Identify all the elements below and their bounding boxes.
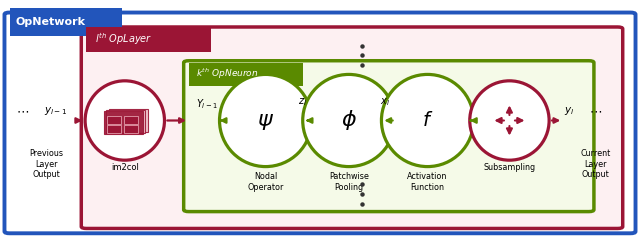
Text: $z_l$: $z_l$ bbox=[298, 97, 307, 108]
Text: Activation
Function: Activation Function bbox=[407, 172, 448, 192]
Text: Nodal
Operator: Nodal Operator bbox=[248, 172, 284, 192]
FancyBboxPatch shape bbox=[104, 111, 143, 134]
Text: $k^{th}$ OpNeuron: $k^{th}$ OpNeuron bbox=[196, 67, 259, 81]
Text: Previous
Layer
Output: Previous Layer Output bbox=[29, 149, 63, 179]
Ellipse shape bbox=[470, 81, 549, 160]
FancyBboxPatch shape bbox=[10, 8, 122, 36]
Text: $\cdots$: $\cdots$ bbox=[589, 104, 602, 117]
FancyBboxPatch shape bbox=[107, 125, 121, 133]
Text: im2col: im2col bbox=[111, 163, 139, 172]
Text: $y_l$: $y_l$ bbox=[564, 105, 575, 117]
Ellipse shape bbox=[85, 81, 164, 160]
FancyBboxPatch shape bbox=[4, 13, 636, 233]
Text: Subsampling: Subsampling bbox=[483, 163, 536, 172]
Text: OpNetwork: OpNetwork bbox=[16, 17, 86, 27]
Text: $l^{th}$ OpLayer: $l^{th}$ OpLayer bbox=[95, 31, 152, 47]
FancyBboxPatch shape bbox=[86, 27, 211, 52]
Text: $f$: $f$ bbox=[422, 111, 433, 130]
FancyBboxPatch shape bbox=[109, 109, 148, 132]
FancyBboxPatch shape bbox=[106, 110, 145, 133]
Text: $\psi$: $\psi$ bbox=[257, 109, 274, 132]
Ellipse shape bbox=[220, 74, 312, 167]
FancyBboxPatch shape bbox=[184, 61, 594, 212]
FancyBboxPatch shape bbox=[81, 27, 623, 228]
Text: $\cdots$: $\cdots$ bbox=[16, 104, 29, 117]
FancyBboxPatch shape bbox=[189, 63, 303, 86]
Text: $y_{l-1}$: $y_{l-1}$ bbox=[44, 105, 67, 117]
Text: $x_l$: $x_l$ bbox=[380, 97, 390, 108]
Text: $\phi$: $\phi$ bbox=[341, 108, 356, 133]
FancyBboxPatch shape bbox=[124, 125, 138, 133]
Text: Current
Layer
Output: Current Layer Output bbox=[580, 149, 611, 179]
FancyBboxPatch shape bbox=[124, 116, 138, 124]
Ellipse shape bbox=[303, 74, 395, 167]
FancyBboxPatch shape bbox=[107, 116, 121, 124]
Ellipse shape bbox=[381, 74, 474, 167]
Text: $Y_{l-1}$: $Y_{l-1}$ bbox=[196, 97, 218, 111]
Text: Patchwise
Pooling: Patchwise Pooling bbox=[329, 172, 369, 192]
